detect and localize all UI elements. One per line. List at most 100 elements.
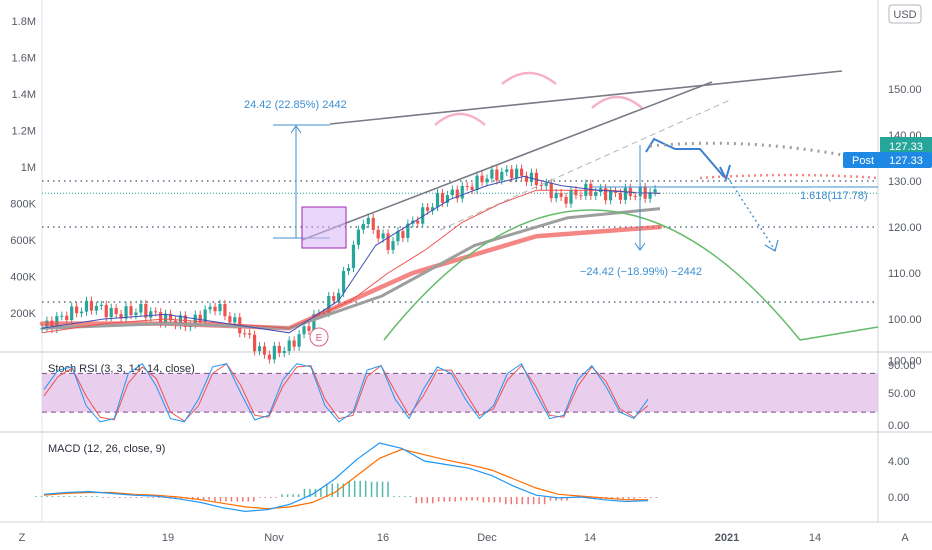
- candle-body: [277, 345, 281, 354]
- candle-body: [623, 187, 627, 200]
- candle-body: [529, 172, 534, 182]
- macd-tick-label: 4.00: [888, 456, 909, 468]
- candle-body: [608, 191, 613, 201]
- candle-body: [109, 308, 113, 318]
- candle-body: [302, 326, 306, 335]
- candle-body: [416, 220, 420, 224]
- projection-arc-tail: [799, 326, 879, 341]
- stoch-band: [42, 373, 878, 413]
- time-tick-label: 14: [584, 532, 596, 544]
- candle-body: [327, 296, 331, 313]
- stoch-tick-label: 50.00: [888, 388, 916, 400]
- candle-body: [193, 314, 197, 325]
- measure-down-label: −24.42 (−18.99%) −2442: [580, 266, 702, 278]
- candle-body: [139, 303, 143, 313]
- candle-body: [312, 314, 316, 331]
- candle-body: [391, 241, 395, 250]
- zoom-icon: Z: [19, 532, 26, 544]
- candle-body: [559, 192, 563, 197]
- time-tick-label: 14: [809, 532, 821, 544]
- sma100-line: [41, 207, 661, 330]
- price-tick-label: 90.00: [888, 360, 916, 372]
- candle-body: [455, 189, 459, 199]
- candle-body: [480, 175, 484, 183]
- candle-body: [198, 314, 202, 323]
- candle-body: [203, 309, 207, 323]
- candle-body: [485, 178, 489, 183]
- candle-body: [376, 229, 380, 239]
- candle-body: [341, 271, 346, 293]
- candle-body: [569, 190, 573, 204]
- candle-body: [287, 340, 291, 351]
- candle-body: [282, 350, 286, 354]
- candle-body: [89, 300, 94, 311]
- candle-body: [401, 231, 405, 238]
- projection-dotted: [727, 177, 776, 251]
- volume-tick-label: 1M: [21, 162, 36, 174]
- time-tick-label: Dec: [477, 532, 497, 544]
- candle-body: [129, 306, 133, 316]
- shoulder-arc-2: [591, 95, 643, 109]
- candle-body: [257, 346, 262, 352]
- candle-body: [60, 315, 64, 317]
- last-price-label: 127.33: [889, 141, 923, 153]
- candle-body: [648, 192, 652, 199]
- macd-signal-line: [43, 448, 648, 510]
- candle-body: [421, 207, 425, 224]
- candle-body: [618, 192, 623, 200]
- volume-tick-label: 1.8M: [12, 16, 36, 28]
- candle-body: [515, 168, 519, 179]
- candle-body: [470, 186, 474, 190]
- candle-body: [381, 233, 385, 239]
- candle-body: [79, 311, 84, 314]
- projection-path: [645, 137, 725, 178]
- candle-body: [218, 304, 222, 312]
- candle-body: [84, 300, 89, 312]
- candle-body: [292, 340, 296, 347]
- currency-badge: [888, 4, 922, 24]
- time-tick-label: Nov: [264, 532, 284, 544]
- wedge-lower-line: [301, 81, 713, 241]
- candle-body: [465, 185, 469, 187]
- candle-body: [119, 314, 123, 319]
- candle-body: [213, 306, 217, 312]
- price-tick-label: 120.00: [888, 222, 922, 234]
- time-tick-label: 16: [377, 532, 389, 544]
- candle-body: [267, 354, 272, 360]
- highlight-box: [301, 206, 347, 249]
- candle-body: [371, 217, 375, 230]
- candle-body: [440, 193, 445, 203]
- measure-down-arrow: [634, 242, 646, 251]
- projection-arrow: [719, 164, 731, 182]
- candle-body: [361, 223, 365, 230]
- price-tick-label: 150.00: [888, 84, 922, 96]
- candle-body: [524, 175, 529, 182]
- candle-body: [633, 195, 637, 197]
- fib-label: 1.618(117.78): [800, 190, 868, 202]
- sma200-projection: [699, 173, 879, 180]
- projection-arc: [383, 209, 801, 341]
- candle-body: [500, 171, 504, 181]
- candle-body: [248, 333, 252, 335]
- candle-body: [435, 193, 440, 208]
- candle-body: [183, 315, 187, 327]
- measure-up-arrow: [290, 125, 302, 134]
- candle-body: [332, 296, 336, 301]
- candle-body: [159, 312, 163, 324]
- volume-tick-label: 1.2M: [12, 126, 36, 138]
- candle-body: [208, 306, 212, 310]
- post-badge: [843, 152, 932, 168]
- candle-body: [307, 326, 311, 331]
- time-tick-label: 2021: [715, 532, 739, 544]
- candle-body: [366, 217, 370, 224]
- wedge-upper-line: [329, 70, 843, 125]
- ema-line: [41, 175, 661, 334]
- candle-body: [445, 195, 450, 203]
- candle-body: [149, 311, 153, 318]
- candle-body: [134, 312, 138, 316]
- candle-body: [154, 311, 158, 313]
- candle-body: [297, 334, 301, 347]
- candle-body: [460, 185, 464, 199]
